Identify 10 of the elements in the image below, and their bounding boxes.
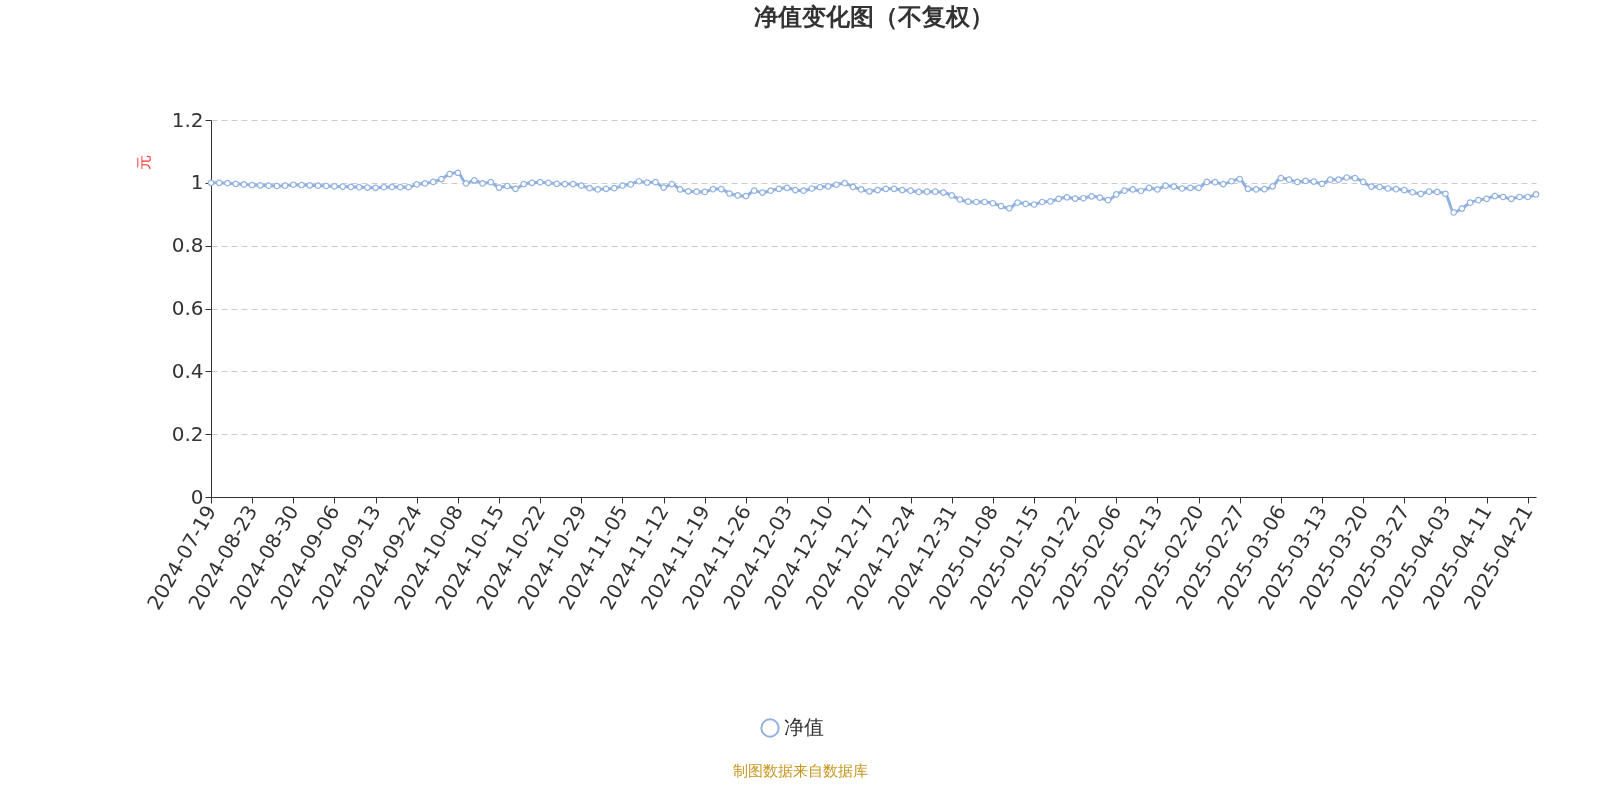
chart-title: 净值变化图（不复权） — [753, 3, 994, 31]
y-axis-title: 元 — [134, 155, 153, 170]
y-tick-label: 0.8 — [171, 233, 204, 258]
text: 制图数据来自数据库 — [731, 762, 869, 781]
y-tick-label: 0.6 — [171, 296, 204, 320]
legend-label: 净值 — [784, 715, 824, 739]
y-tick-label: 0.4 — [171, 358, 204, 383]
y-tick-label: 0.2 — [171, 421, 204, 446]
y-tick-label: 1 — [190, 170, 204, 195]
y-tick-label: 1.2 — [171, 107, 204, 132]
